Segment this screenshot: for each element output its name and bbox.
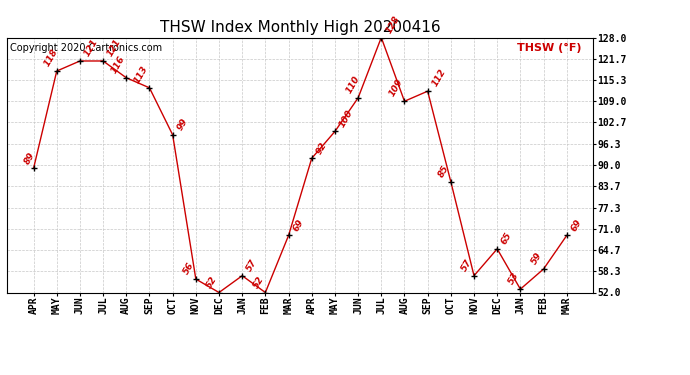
- Text: 121: 121: [106, 38, 123, 58]
- Text: 99: 99: [175, 117, 190, 132]
- Text: 112: 112: [431, 68, 448, 88]
- Text: 92: 92: [315, 140, 328, 156]
- Text: 69: 69: [291, 217, 306, 232]
- Text: Copyright 2020 Cartronics.com: Copyright 2020 Cartronics.com: [10, 43, 162, 52]
- Title: THSW Index Monthly High 20200416: THSW Index Monthly High 20200416: [160, 20, 440, 35]
- Text: 52: 52: [251, 274, 266, 290]
- Text: 89: 89: [23, 150, 37, 166]
- Text: 69: 69: [569, 217, 584, 232]
- Text: THSW (°F): THSW (°F): [518, 43, 582, 52]
- Text: 100: 100: [337, 108, 355, 129]
- Text: 59: 59: [530, 251, 544, 266]
- Text: 52: 52: [205, 274, 219, 290]
- Text: 53: 53: [506, 271, 520, 286]
- Text: 113: 113: [132, 64, 150, 85]
- Text: 56: 56: [182, 261, 196, 276]
- Text: 65: 65: [500, 231, 514, 246]
- Text: 109: 109: [388, 78, 405, 99]
- Text: 118: 118: [43, 48, 60, 68]
- Text: 116: 116: [110, 54, 127, 75]
- Text: 128: 128: [384, 14, 401, 35]
- Text: 85: 85: [437, 164, 451, 179]
- Text: 57: 57: [460, 258, 474, 273]
- Text: 57: 57: [245, 258, 259, 273]
- Text: 121: 121: [83, 38, 100, 58]
- Text: 110: 110: [344, 74, 362, 95]
